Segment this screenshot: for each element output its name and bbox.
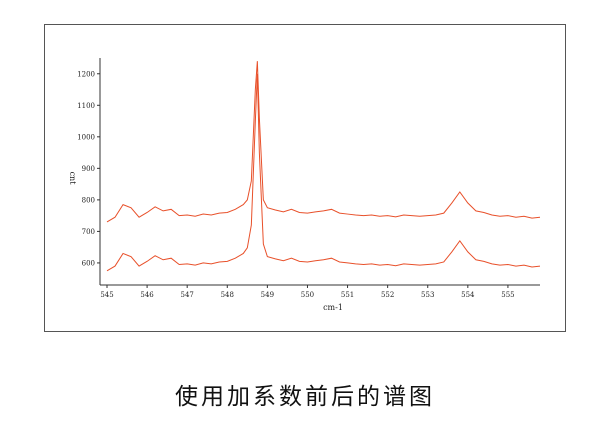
x-tick-label: 545 [100, 291, 113, 299]
chart-frame [44, 24, 566, 332]
x-tick-label: 552 [381, 291, 394, 299]
y-tick-label: 1200 [77, 70, 95, 78]
x-tick-label: 550 [301, 291, 314, 299]
spectrum-line [106, 61, 541, 223]
caption: 使用加系数前后的谱图 [175, 384, 435, 410]
x-axis-label: cm-1 [323, 303, 343, 312]
x-tick-label: 555 [501, 291, 514, 299]
x-tick-label: 548 [221, 291, 234, 299]
x-tick-label: 553 [421, 291, 434, 299]
x-tick-label: 549 [261, 291, 274, 299]
spectrum-line [106, 73, 541, 272]
y-tick-label: 700 [82, 228, 95, 236]
x-tick-label: 546 [140, 291, 154, 299]
y-tick-label: 1000 [77, 133, 95, 141]
y-axis-label: cnt [68, 172, 77, 186]
y-tick-label: 600 [82, 259, 95, 267]
x-tick-label: 547 [180, 291, 193, 299]
x-tick-label: 551 [341, 291, 354, 299]
y-tick-label: 800 [82, 196, 95, 204]
y-tick-label: 1100 [77, 102, 95, 110]
y-tick-label: 900 [82, 165, 95, 173]
x-tick-label: 554 [461, 291, 475, 299]
